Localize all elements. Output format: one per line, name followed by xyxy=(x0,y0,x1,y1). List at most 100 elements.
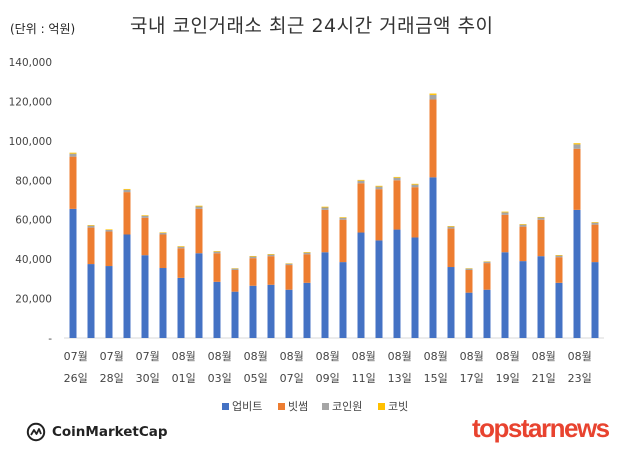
bar-segment xyxy=(375,185,383,187)
bar-segment xyxy=(411,187,419,238)
x-tick-day: 03일 xyxy=(208,371,232,385)
bar-segment xyxy=(501,211,509,213)
bar-segment xyxy=(105,231,113,267)
x-tick-day: 01일 xyxy=(172,371,196,385)
bar-segment xyxy=(591,222,599,225)
bar-segment xyxy=(231,291,239,338)
bar-segment xyxy=(339,219,347,263)
bar-segment xyxy=(303,254,311,283)
bar-segment xyxy=(321,209,329,253)
bar-segment xyxy=(393,177,401,181)
bar-segment xyxy=(357,179,365,181)
legend-label: 코인원 xyxy=(332,400,362,413)
bar-segment xyxy=(555,255,563,258)
bar-segment xyxy=(213,253,221,282)
bar-segment xyxy=(123,188,131,190)
coinmarketcap-label: CoinMarketCap xyxy=(52,424,168,440)
topstarnews-logo: topstarnews xyxy=(472,413,610,443)
bar-segment xyxy=(573,148,581,210)
bar-segment xyxy=(447,267,455,338)
chart-title: 국내 코인거래소 최근 24시간 거래금액 추이 xyxy=(130,15,494,37)
bar-segment xyxy=(321,252,329,338)
bar-segment xyxy=(267,284,275,338)
bar-segment xyxy=(231,268,239,270)
bar-segment xyxy=(249,258,257,286)
y-tick-label: 60,000 xyxy=(15,215,52,227)
x-tick-month: 07월 xyxy=(100,350,124,363)
bar-segment xyxy=(267,254,275,257)
bar-segment xyxy=(105,229,113,232)
y-tick-label: 140,000 xyxy=(9,57,52,69)
bar-segment xyxy=(537,219,545,257)
bar-segment xyxy=(357,183,365,233)
x-tick-day: 30일 xyxy=(136,371,160,385)
x-tick-month: 08월 xyxy=(532,350,556,363)
bar-segment xyxy=(303,252,311,255)
bar-segment xyxy=(177,246,185,249)
bar-segment xyxy=(483,261,491,264)
bar-segment xyxy=(285,265,293,290)
bar-segment xyxy=(555,282,563,338)
bar-segment xyxy=(159,232,167,235)
y-tick-label: 120,000 xyxy=(9,96,52,108)
bar-segment xyxy=(267,254,275,255)
bar-segment xyxy=(87,225,95,228)
bar-segment xyxy=(537,256,545,338)
bar-segment xyxy=(321,207,329,210)
bar-segment xyxy=(465,269,473,293)
legend-label: 빗썸 xyxy=(288,400,308,413)
coinmarketcap-logo: CoinMarketCap xyxy=(26,422,168,442)
bar-segment xyxy=(195,206,203,209)
bar-segment xyxy=(555,257,563,283)
bar-segment xyxy=(357,232,365,338)
bar-segment xyxy=(303,252,311,253)
bar-segment xyxy=(501,252,509,338)
bar-segment xyxy=(537,216,545,218)
bar-segment xyxy=(231,269,239,292)
x-tick-month: 07월 xyxy=(136,350,160,363)
x-tick-day: 19일 xyxy=(496,371,520,385)
bar-segment xyxy=(195,205,203,207)
bar-segment xyxy=(177,248,185,278)
bar-segment xyxy=(249,256,257,259)
x-tick-month: 08월 xyxy=(568,350,592,363)
bar-segment xyxy=(213,251,221,252)
legend-label: 업비트 xyxy=(232,400,262,413)
bar-segment xyxy=(429,93,437,95)
bar-segment xyxy=(87,264,95,338)
x-tick-day: 28일 xyxy=(100,371,124,385)
x-tick-month: 08월 xyxy=(388,350,412,363)
bar-segment xyxy=(375,189,383,241)
bar-segment xyxy=(249,255,257,257)
bar-segment xyxy=(195,208,203,254)
bar-segment xyxy=(339,217,347,218)
x-tick-day: 05일 xyxy=(244,371,268,385)
bar-segment xyxy=(105,229,113,230)
bar-segment xyxy=(321,206,329,208)
x-tick-day: 13일 xyxy=(388,371,412,385)
bar-segment xyxy=(483,263,491,290)
bar-segment xyxy=(573,143,581,145)
x-tick-month: 08월 xyxy=(244,350,268,363)
y-tick-label: 40,000 xyxy=(15,254,52,266)
x-tick-month: 08월 xyxy=(316,350,340,363)
bar-segment xyxy=(123,192,131,235)
legend-swatch xyxy=(222,403,229,410)
bar-segment xyxy=(393,229,401,338)
bar-segment xyxy=(69,152,77,154)
bar-segment xyxy=(177,246,185,247)
legend-swatch xyxy=(378,403,385,410)
x-tick-day: 09일 xyxy=(316,371,340,385)
bar-segment xyxy=(177,277,185,338)
x-tick-month: 08월 xyxy=(208,350,232,363)
bar-segment xyxy=(591,262,599,338)
y-tick-label: 20,000 xyxy=(15,294,52,306)
bar-segment xyxy=(69,153,77,157)
bar-segment xyxy=(429,94,437,100)
x-tick-day: 26일 xyxy=(64,371,88,385)
bar-segment xyxy=(69,208,77,338)
legend-swatch xyxy=(322,403,329,410)
x-tick-month: 08월 xyxy=(496,350,520,363)
coinmarketcap-icon xyxy=(26,422,46,442)
